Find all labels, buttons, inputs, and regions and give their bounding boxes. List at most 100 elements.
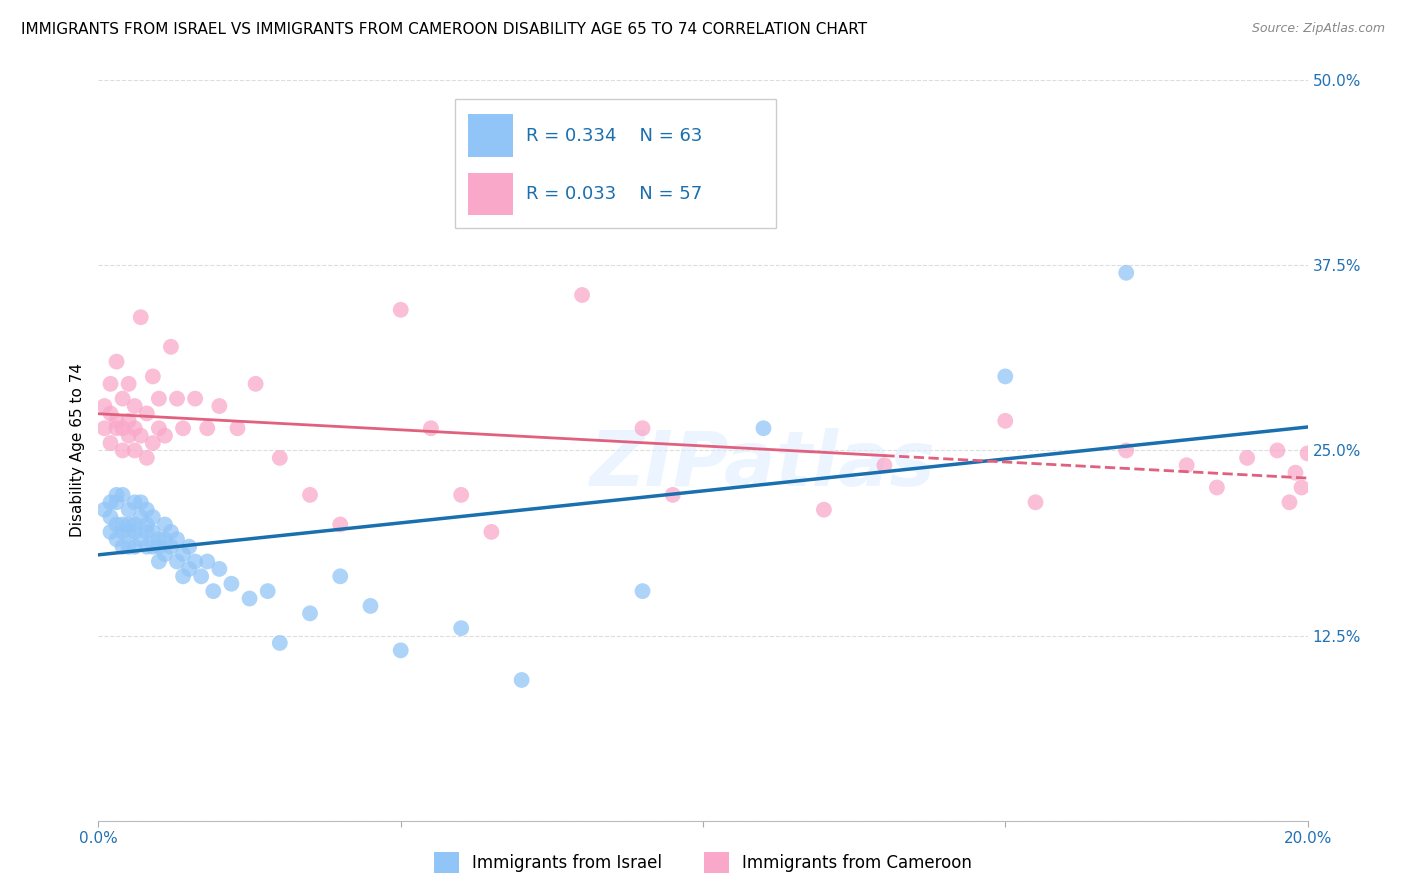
Y-axis label: Disability Age 65 to 74: Disability Age 65 to 74 <box>69 363 84 538</box>
Point <box>148 533 170 547</box>
Point <box>111 421 134 435</box>
Point <box>135 502 157 516</box>
Point <box>100 510 122 524</box>
Point <box>111 488 134 502</box>
Point <box>100 407 122 421</box>
Point <box>166 533 188 547</box>
Point <box>1115 443 1137 458</box>
Point <box>1291 480 1313 494</box>
Point <box>135 540 157 554</box>
Point <box>142 436 165 450</box>
Point <box>129 533 152 547</box>
Point <box>208 399 231 413</box>
Point <box>124 540 146 554</box>
Point <box>111 443 134 458</box>
Point <box>389 643 412 657</box>
Point <box>481 524 503 539</box>
Point <box>118 540 141 554</box>
Point <box>226 421 249 435</box>
Point <box>195 421 218 435</box>
Point <box>661 488 683 502</box>
Point <box>184 555 207 569</box>
Point <box>124 517 146 532</box>
Point <box>1024 495 1046 509</box>
Point <box>100 436 122 450</box>
Point <box>1278 495 1301 509</box>
Point <box>118 414 141 428</box>
Point <box>105 533 128 547</box>
Point <box>184 392 207 406</box>
Point <box>172 569 194 583</box>
Point <box>172 547 194 561</box>
Point <box>111 540 134 554</box>
Point <box>873 458 896 473</box>
Point <box>129 428 152 442</box>
Point <box>269 450 291 465</box>
Point <box>148 392 170 406</box>
Point <box>100 524 122 539</box>
Point <box>148 540 170 554</box>
Point <box>571 288 593 302</box>
Point <box>631 421 654 435</box>
Point <box>631 584 654 599</box>
Point <box>105 414 128 428</box>
Point <box>752 421 775 435</box>
Point <box>93 502 115 516</box>
Text: ZIPatlas: ZIPatlas <box>591 428 936 502</box>
Point <box>105 354 128 368</box>
Point <box>450 621 472 635</box>
Point <box>105 421 128 435</box>
Point <box>93 399 115 413</box>
Point <box>153 517 176 532</box>
Point <box>135 517 157 532</box>
Point <box>124 524 146 539</box>
Point <box>100 495 122 509</box>
Point <box>172 421 194 435</box>
Point <box>153 547 176 561</box>
Point <box>118 376 141 391</box>
Point <box>118 524 141 539</box>
Point <box>1115 266 1137 280</box>
Point <box>142 540 165 554</box>
Point <box>142 524 165 539</box>
Point <box>1236 450 1258 465</box>
Point <box>239 591 262 606</box>
Point <box>148 421 170 435</box>
Point <box>124 443 146 458</box>
Point <box>111 392 134 406</box>
Point <box>179 540 201 554</box>
Point <box>208 562 231 576</box>
Point <box>166 555 188 569</box>
Point <box>299 607 322 621</box>
Point <box>510 673 533 687</box>
Legend: Immigrants from Israel, Immigrants from Cameroon: Immigrants from Israel, Immigrants from … <box>427 846 979 880</box>
Point <box>160 524 183 539</box>
Point <box>129 495 152 509</box>
Point <box>160 340 183 354</box>
Point <box>329 569 352 583</box>
Point <box>1284 466 1306 480</box>
Point <box>153 428 176 442</box>
Point <box>166 392 188 406</box>
Point <box>994 414 1017 428</box>
Point <box>142 510 165 524</box>
Point <box>202 584 225 599</box>
Point <box>153 533 176 547</box>
Point <box>269 636 291 650</box>
Point <box>179 562 201 576</box>
Point <box>450 488 472 502</box>
Point <box>256 584 278 599</box>
Point <box>111 517 134 532</box>
Point <box>148 555 170 569</box>
Point <box>129 510 152 524</box>
Point <box>813 502 835 516</box>
Point <box>129 310 152 325</box>
Point <box>245 376 267 391</box>
Point <box>93 421 115 435</box>
Point <box>329 517 352 532</box>
Text: IMMIGRANTS FROM ISRAEL VS IMMIGRANTS FROM CAMEROON DISABILITY AGE 65 TO 74 CORRE: IMMIGRANTS FROM ISRAEL VS IMMIGRANTS FRO… <box>21 22 868 37</box>
Point <box>105 488 128 502</box>
Point <box>142 369 165 384</box>
Point <box>118 428 141 442</box>
Point <box>124 495 146 509</box>
